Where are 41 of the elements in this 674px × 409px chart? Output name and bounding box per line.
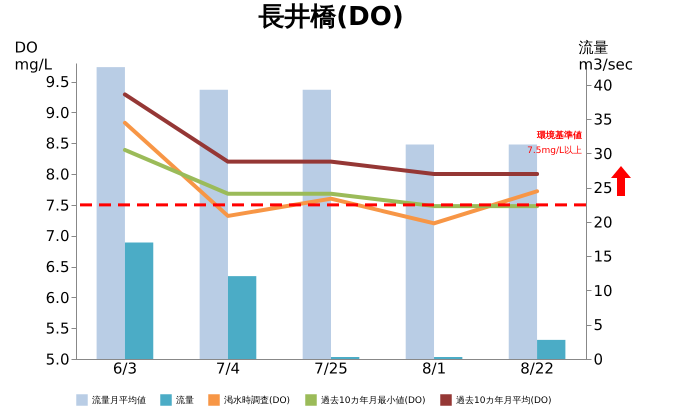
bar — [96, 67, 125, 359]
y2-axis-title: 流量 m3/sec — [578, 38, 633, 74]
annotation: 7.5mg/L以上 — [527, 145, 582, 156]
y2-tick-label: 10 — [594, 282, 613, 300]
legend-label: 渇水時調査(DO) — [224, 395, 290, 406]
y-tick-label: 9.5 — [46, 73, 70, 91]
legend-label: 流量月平均値 — [92, 395, 146, 406]
legend-label: 流量 — [176, 395, 194, 406]
legend-label: 過去10カ年月最小値(DO) — [321, 395, 426, 406]
y-tick-label: 8.0 — [46, 166, 70, 184]
y-tick-label: 6.5 — [46, 258, 70, 276]
y2-tick-label: 15 — [594, 248, 613, 266]
y-tick-label: 8.5 — [46, 134, 70, 153]
bar — [228, 276, 256, 359]
x-tick-label: 8/22 — [520, 360, 554, 378]
bar — [124, 242, 154, 359]
bar — [406, 144, 434, 359]
x-tick-label: 7/25 — [314, 360, 348, 378]
y-tick-label: 5.0 — [46, 350, 70, 368]
y2-tick-label: 0 — [594, 350, 604, 368]
y2-tick-label: 25 — [594, 179, 613, 198]
bar — [537, 340, 566, 359]
y-tick-label: 7.5 — [46, 196, 70, 214]
y-tick-label: 6.0 — [46, 288, 70, 307]
bar — [200, 90, 228, 359]
x-tick-label: 6/3 — [112, 360, 138, 378]
x-tick-label: 8/1 — [422, 360, 446, 378]
chart-title: 長井橋(DO) — [257, 2, 404, 32]
y2-tick-label: 5 — [594, 316, 604, 334]
annotation: 環境基準値 — [536, 130, 582, 141]
y2-tick-label: 35 — [594, 110, 613, 129]
y2-tick-label: 20 — [594, 213, 613, 232]
y-tick-label: 7.0 — [46, 227, 70, 246]
x-tick-label: 7/4 — [216, 360, 240, 378]
y-tick-label: 9.0 — [46, 104, 70, 122]
y-tick-label: 5.5 — [46, 320, 70, 338]
bar — [302, 90, 331, 359]
y-axis-title: DO mg/L — [14, 38, 53, 74]
legend-label: 過去10カ年月平均(DO) — [456, 395, 552, 406]
y2-tick-label: 40 — [594, 76, 613, 94]
y2-tick-label: 30 — [594, 144, 613, 163]
